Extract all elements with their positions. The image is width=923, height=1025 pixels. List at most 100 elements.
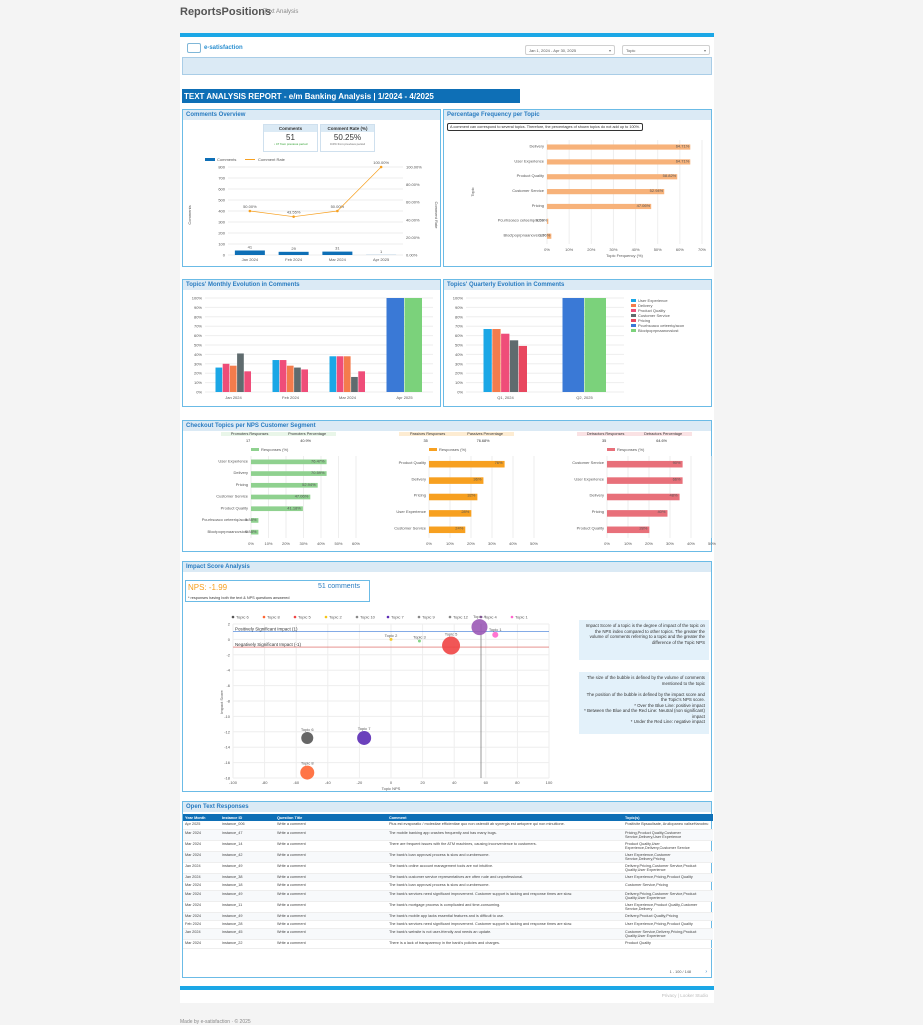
y-tick-label: Pricing bbox=[236, 482, 248, 487]
y-tick-label: 20% bbox=[455, 371, 463, 376]
x-tick-label: 40% bbox=[317, 541, 325, 546]
x-tick-label: Apr 2025 bbox=[373, 257, 390, 262]
y-tick-label: User Experience bbox=[514, 158, 544, 163]
segment-value-1: 35 bbox=[423, 439, 427, 443]
quarterly-evolution-panel: Topics' Quarterly Evolution in Comments … bbox=[443, 279, 712, 407]
x-tick-label: -40 bbox=[325, 780, 332, 785]
rate-label: 43.55% bbox=[287, 210, 301, 215]
y-tick-label: Customer Service bbox=[512, 188, 545, 193]
data-label: 24% bbox=[455, 526, 463, 531]
kpi-sub: ↓ 47 from previous period bbox=[264, 142, 317, 146]
y-tick-label: 90% bbox=[194, 305, 202, 310]
data-label: 28% bbox=[639, 526, 647, 531]
y-tick-label: -8 bbox=[226, 699, 230, 704]
y-tick-label: Delivery bbox=[530, 143, 544, 148]
table-cell: Product Quality bbox=[623, 940, 713, 948]
x-tick-label: 0% bbox=[604, 541, 610, 546]
table-cell: Jan 2024 bbox=[183, 862, 220, 873]
legend-swatch bbox=[631, 329, 636, 332]
table-cell: Write a comment bbox=[275, 921, 387, 929]
x-tick-label: -100 bbox=[229, 780, 238, 785]
segment-value-2: 40.9% bbox=[300, 439, 311, 443]
bar bbox=[273, 360, 280, 392]
app-title[interactable]: ReportsPositions bbox=[180, 6, 271, 18]
rate-line bbox=[250, 167, 381, 217]
column-header[interactable]: Comment bbox=[387, 814, 623, 821]
bar bbox=[279, 252, 309, 255]
legend-swatch bbox=[251, 448, 259, 451]
monthly-evolution-chart: 0%10%20%30%40%50%60%70%80%90%100%Jan 202… bbox=[183, 292, 440, 407]
bar bbox=[237, 353, 244, 392]
bubble-label: Topic 6 bbox=[301, 727, 314, 732]
table-cell: Write a comment bbox=[275, 882, 387, 890]
bubble bbox=[418, 639, 421, 642]
x-axis-label: Topic Frequency (%) bbox=[606, 253, 643, 258]
column-header[interactable]: Year Month bbox=[183, 814, 220, 821]
table-cell: instance_14 bbox=[220, 840, 275, 851]
y-tick-label: -4 bbox=[226, 668, 230, 673]
table-cell: Delivery,Pricing,Customer Service,Produc… bbox=[623, 890, 713, 901]
x-tick-label: Jan 2024 bbox=[225, 395, 242, 400]
topic-select[interactable]: Topic▾ bbox=[622, 45, 710, 55]
next-page-button[interactable]: › bbox=[705, 969, 707, 975]
filter-band bbox=[182, 57, 712, 75]
table-cell: Mar 2024 bbox=[183, 851, 220, 862]
impact-score-panel: Impact Score Analysis NPS: -1.99 51 comm… bbox=[182, 561, 712, 792]
y-tick-label: Customer Service bbox=[572, 460, 605, 465]
bar bbox=[337, 356, 344, 392]
segment-chart: Responses (%)0%10%20%30%40%50%Customer S… bbox=[547, 446, 717, 551]
data-label: 52.94% bbox=[650, 188, 664, 193]
table-cell: Customer Service,Pricing bbox=[623, 882, 713, 890]
data-label: 31 bbox=[335, 246, 340, 251]
legend-swatch bbox=[511, 616, 514, 619]
date-range-select[interactable]: Jan 1, 2024 - Apr 30, 2025▾ bbox=[525, 45, 615, 55]
y-axis-label: Impact Score bbox=[219, 689, 224, 713]
table-cell: Pricing,Product Quality,Customer Service… bbox=[623, 829, 713, 840]
x-tick-label: 20% bbox=[467, 541, 475, 546]
panel-title: Checkout Topics per NPS Customer Segment bbox=[183, 421, 711, 431]
bar bbox=[547, 174, 677, 179]
column-header[interactable]: Question Title bbox=[275, 814, 387, 821]
table-cell: Write a comment bbox=[275, 890, 387, 901]
panel-title: Open Text Responses bbox=[183, 802, 711, 812]
column-header[interactable]: Instance ID bbox=[220, 814, 275, 821]
segment-header-2: Passives Percentage bbox=[467, 432, 503, 436]
percentage-frequency-chart: 0%10%20%30%40%50%60%70%Topic Frequency (… bbox=[444, 132, 711, 267]
y-tick-label: Pcurhsoaco ceteeriq/acon bbox=[202, 517, 248, 522]
legend-label: Topic 10 bbox=[360, 615, 376, 620]
y-tick-label: 50% bbox=[455, 343, 463, 348]
report-title: TEXT ANALYSIS REPORT - e/m Banking Analy… bbox=[182, 89, 520, 103]
x-tick-label: 30% bbox=[488, 541, 496, 546]
chevron-down-icon: ▾ bbox=[704, 48, 706, 53]
bubble-note: The size of the bubble is defined by the… bbox=[579, 672, 709, 734]
y-tick-label: 50% bbox=[194, 343, 202, 348]
column-header[interactable]: Topic(s) bbox=[623, 814, 713, 821]
bar bbox=[387, 298, 405, 392]
bar bbox=[223, 364, 230, 392]
bubble-label: Topic 3 bbox=[413, 634, 426, 639]
top-bar: ReportsPositions /Text Analysis bbox=[0, 0, 923, 30]
bar bbox=[585, 298, 607, 392]
x-tick-label: Mar 2024 bbox=[329, 257, 347, 262]
legend-swatch bbox=[429, 448, 437, 451]
bar bbox=[330, 356, 337, 392]
table-cell: The bank's online account management too… bbox=[387, 862, 623, 873]
table-cell: Mar 2024 bbox=[183, 882, 220, 890]
kpi-sub: 0.0% from previous period bbox=[321, 142, 374, 146]
segment-header-1: Detractors Responses bbox=[587, 432, 625, 436]
legend-swatch bbox=[325, 616, 328, 619]
data-label: 5.88% bbox=[245, 517, 257, 522]
y-tick-label: 0 bbox=[228, 637, 231, 642]
bar bbox=[235, 250, 265, 255]
data-label: 76.47% bbox=[311, 459, 325, 464]
privacy-link[interactable]: Privacy | Looker Studio bbox=[662, 993, 708, 998]
y-tick-label: Customer Service bbox=[216, 494, 249, 499]
data-label: 36% bbox=[473, 476, 481, 481]
